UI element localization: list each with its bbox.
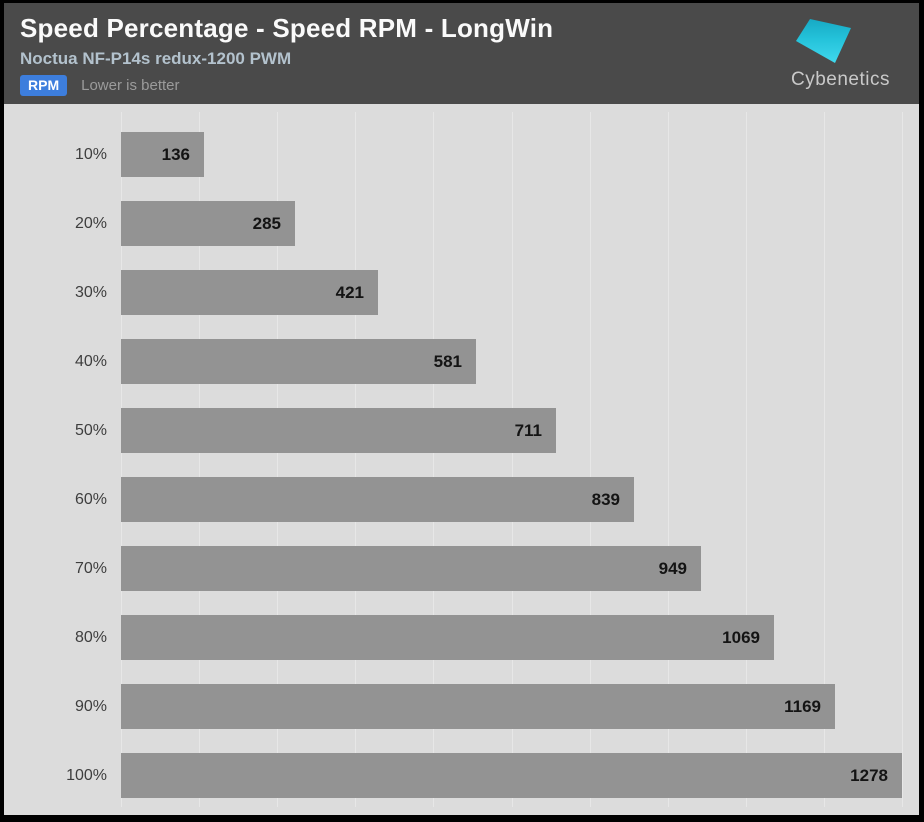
unit-badge: RPM [20, 75, 68, 96]
bar: 1169 [121, 684, 835, 729]
bar: 1278 [121, 753, 902, 798]
category-label: 20% [74, 215, 107, 232]
gridline [512, 112, 513, 807]
cybenetics-logo-text: Cybenetics [791, 69, 890, 90]
bar-value-label: 1169 [784, 696, 821, 716]
gridline [746, 112, 747, 807]
bar-row: 100% 1278 [4, 753, 919, 798]
bar-row: 80% 1069 [4, 615, 919, 660]
category-label: 90% [74, 698, 107, 715]
cybenetics-logo-icon [796, 19, 851, 63]
bar-row: 10% 136 [4, 132, 919, 177]
gridline [199, 112, 200, 807]
bar: 839 [121, 477, 634, 522]
bar: 711 [121, 408, 556, 453]
category-label: 50% [74, 422, 107, 439]
bar: 285 [121, 201, 295, 246]
bar-value-label: 949 [658, 558, 687, 578]
bar-value-label: 1069 [722, 627, 760, 647]
chart-header: Speed Percentage - Speed RPM - LongWin N… [4, 3, 919, 104]
page-title: Speed Percentage - Speed RPM - LongWin [20, 13, 554, 43]
category-label: 10% [74, 146, 107, 163]
bar-value-label: 285 [252, 213, 281, 233]
gridline [277, 112, 278, 807]
lower-is-better-note: Lower is better [81, 77, 180, 94]
bar-value-label: 581 [433, 351, 462, 371]
bar-value-label: 1278 [850, 765, 888, 785]
category-label: 30% [74, 284, 107, 301]
gridline [355, 112, 356, 807]
bar: 136 [121, 132, 204, 177]
bar-row: 30% 421 [4, 270, 919, 315]
badge-row: RPM Lower is better [20, 75, 180, 96]
bar-row: 90% 1169 [4, 684, 919, 729]
bar-row: 60% 839 [4, 477, 919, 522]
gridline [668, 112, 669, 807]
bar: 421 [121, 270, 378, 315]
gridline [902, 112, 903, 807]
category-label: 40% [74, 353, 107, 370]
gridline [824, 112, 825, 807]
bar-row: 50% 711 [4, 408, 919, 453]
category-label: 60% [74, 491, 107, 508]
category-label: 70% [74, 560, 107, 577]
bar: 949 [121, 546, 701, 591]
cybenetics-logo: Cybenetics [785, 11, 903, 93]
gridline [121, 112, 122, 807]
bar-row: 40% 581 [4, 339, 919, 384]
gridline [433, 112, 434, 807]
chart-subtitle: Noctua NF-P14s redux-1200 PWM [20, 49, 292, 68]
bar: 581 [121, 339, 476, 384]
bar-row: 70% 949 [4, 546, 919, 591]
gridline [590, 112, 591, 807]
bar-value-label: 839 [591, 489, 620, 509]
bar: 1069 [121, 615, 774, 660]
bar-value-label: 136 [161, 144, 190, 164]
category-label: 80% [74, 629, 107, 646]
bar-value-label: 421 [335, 282, 364, 302]
bar-value-label: 711 [514, 420, 542, 440]
category-label: 100% [66, 767, 107, 784]
bar-row: 20% 285 [4, 201, 919, 246]
bar-chart: 10% 136 20% 285 30% 421 40% 581 50% 711 60% 839 70% 9… [4, 104, 919, 815]
